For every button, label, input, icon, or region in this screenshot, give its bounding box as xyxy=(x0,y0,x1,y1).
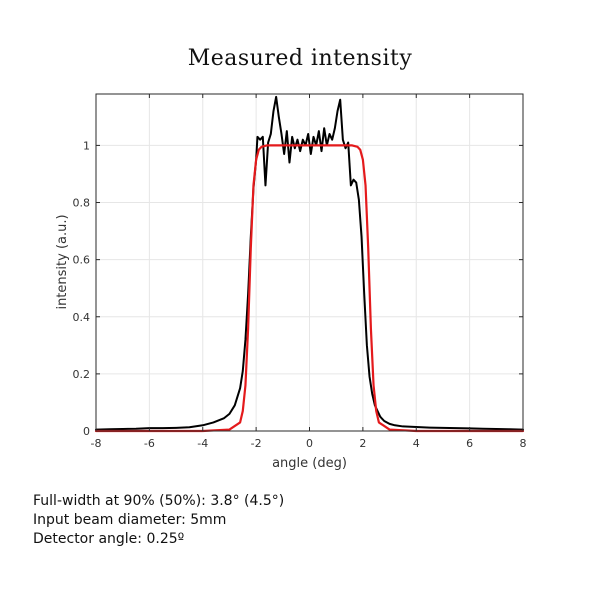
x-tick-label: 2 xyxy=(359,437,366,450)
x-tick-label: 0 xyxy=(306,437,313,450)
series-layer xyxy=(94,95,525,433)
x-tick-label: 6 xyxy=(466,437,473,450)
y-tick-label: 0.8 xyxy=(73,197,91,210)
note-detector-angle: Detector angle: 0.25º xyxy=(33,531,185,547)
y-tick-label: 0.2 xyxy=(73,368,91,381)
x-tick-label: -4 xyxy=(197,437,208,450)
x-tick-label: 8 xyxy=(520,437,527,450)
y-tick-label: 0.4 xyxy=(73,311,91,324)
chart-title: Measured intensity xyxy=(187,46,413,71)
x-tick-label: -6 xyxy=(144,437,155,450)
y-tick-label: 0.6 xyxy=(73,254,91,267)
y-axis-label: intensity (a.u.) xyxy=(55,214,70,309)
x-tick-label: -2 xyxy=(251,437,262,450)
y-tick-label: 0 xyxy=(83,425,90,438)
series-line-fit xyxy=(94,144,525,433)
x-tick-label: 4 xyxy=(413,437,420,450)
notes-panel: Full-width at 90% (50%): 3.8° (4.5°) Inp… xyxy=(33,492,284,549)
y-tick-label: 1 xyxy=(83,139,90,152)
x-axis-label: angle (deg) xyxy=(272,456,347,471)
series-line-measured xyxy=(95,95,524,431)
note-beam-diameter: Input beam diameter: 5mm xyxy=(33,512,227,528)
note-full-width: Full-width at 90% (50%): 3.8° (4.5°) xyxy=(33,493,285,509)
x-tick-label: -8 xyxy=(91,437,102,450)
tick-layer: -8 -6 -4 -2 0 2 4 6 8 0 0.2 0.4 0.6 0.8 1 xyxy=(73,94,527,450)
